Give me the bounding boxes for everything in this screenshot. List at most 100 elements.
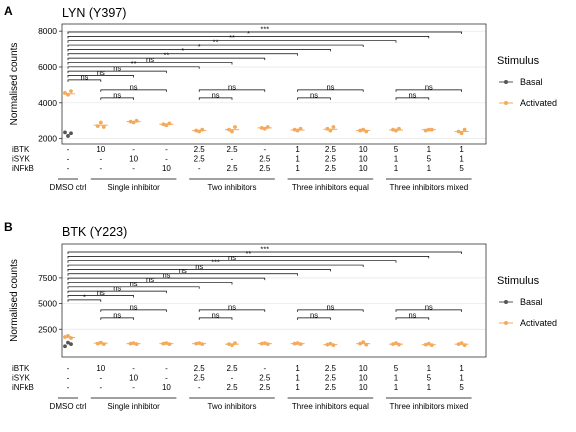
data-point-activated [197,341,202,346]
condition-value: 10 [129,374,138,383]
condition-value: - [132,164,135,173]
significance-bracket [100,309,167,312]
condition-value: 5 [394,364,399,373]
significance-bracket [297,309,364,312]
condition-value: 1 [427,383,432,392]
significance-bracket [67,49,331,52]
data-point-activated [394,128,398,133]
data-point-activated [230,343,234,348]
significance-bracket [198,309,266,312]
significance-label: * [198,42,201,51]
condition-value: - [132,145,135,154]
data-point-activated [394,341,398,346]
data-point-activated [63,335,67,339]
significance-bracket [297,89,364,92]
significance-bracket [67,53,298,56]
data-point-activated [98,340,103,345]
condition-value: 2.5 [226,164,238,173]
group-label: Three inhibitors equal [292,402,369,411]
significance-bracket [198,89,266,92]
data-point-basal [66,134,70,138]
significance-bracket [67,70,167,74]
y-axis-label: Normalised counts [9,43,20,126]
condition-value: - [67,164,70,173]
significance-bracket [100,97,134,100]
group-label: Single inhibitor [107,402,160,411]
data-point-activated [462,343,467,348]
significance-bracket [67,282,233,285]
condition-value: - [231,155,234,164]
condition-value: - [99,383,102,392]
condition-value: 1 [459,145,464,154]
significance-label: ns [310,90,318,99]
condition-value: - [99,155,102,164]
significance-bracket [100,89,167,92]
group-label: DMSO ctrl [50,402,87,411]
data-point-activated [230,129,234,134]
group-label: Three inhibitors mixed [389,402,468,411]
plot-frame [61,243,487,358]
significance-label: ns [408,90,416,99]
data-point-activated [295,341,300,346]
condition-value: 2.5 [259,374,271,383]
significance-bracket [67,57,266,61]
significance-label: ** [131,59,137,68]
condition-value: 2.5 [325,374,337,383]
significance-label: *** [260,244,269,253]
group-label: Two inhibitors [208,402,257,411]
data-point-basal [69,342,73,347]
condition-value: 10 [359,364,368,373]
condition-value: 2.5 [325,164,337,173]
significance-bracket [67,260,397,263]
data-point-activated [98,120,103,125]
significance-label: ns [212,90,220,99]
data-point-activated [295,128,300,133]
significance-label: *** [260,24,269,33]
condition-value: 1 [459,374,464,383]
panel-letter: B [4,220,13,234]
condition-value: 2.5 [325,383,337,392]
data-point-activated [197,129,202,134]
data-point-activated [298,342,303,347]
condition-value: 10 [162,383,171,392]
data-point-activated [391,342,395,347]
significance-bracket [67,269,331,272]
significance-bracket [67,36,430,39]
condition-value: 10 [96,145,105,154]
significance-label: ns [212,310,220,319]
data-point-activated [358,341,363,346]
condition-value: 1 [427,145,432,154]
significance-label: ns [146,275,154,284]
condition-row-label: iNFkB [12,383,34,392]
condition-value: 1 [394,164,399,173]
panel-title: BTK (Y223) [62,225,127,239]
data-point-activated [128,119,133,124]
data-point-activated [95,124,100,128]
data-point-activated [426,341,431,346]
condition-value: - [263,364,266,373]
condition-value: 1 [295,374,300,383]
group-label: DMSO ctrl [50,183,87,192]
data-point-activated [423,128,428,133]
data-point-activated [361,127,366,132]
condition-value: 2.5 [325,145,337,154]
condition-value: 10 [359,374,368,383]
plot-frame [61,23,487,145]
condition-row-label: iBTK [12,145,30,154]
significance-bracket [67,299,102,302]
panel-title: LYN (Y397) [62,6,126,20]
significance-label: ns [408,310,416,319]
data-point-activated [328,341,333,346]
data-point-activated [101,342,106,347]
significance-label: ns [130,302,138,311]
data-point-activated [227,127,231,132]
condition-value: - [67,383,70,392]
condition-value: 1 [394,155,399,164]
data-point-activated [101,125,106,129]
condition-value: 2.5 [194,155,206,164]
condition-value: 1 [394,383,399,392]
significance-bracket [67,62,233,65]
condition-value: 2.5 [226,383,238,392]
significance-label: ns [97,68,105,77]
